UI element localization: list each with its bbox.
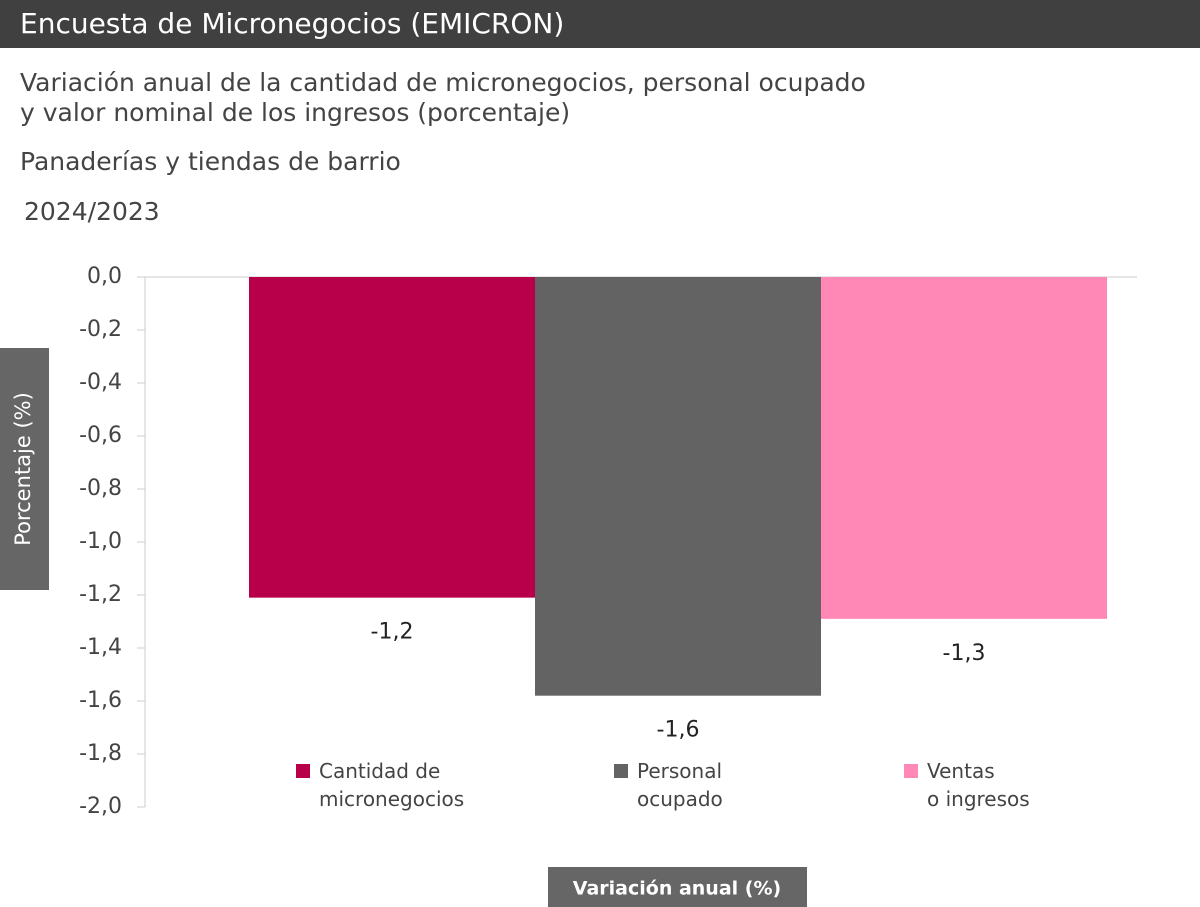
y-tick-label: -1,4 [79,635,122,660]
legend-label: Cantidad de micronegocios [319,759,465,811]
y-tick-label: -0,2 [79,317,122,342]
y-tick-label: -0,6 [79,423,122,448]
y-axis-label: Porcentaje (%) [11,392,35,546]
x-label-box [548,867,807,907]
y-tick-label: -1,8 [79,741,122,766]
chart-title: Variación anual de la cantidad de micron… [20,68,866,127]
y-tick-label: -1,6 [79,688,122,713]
chart-period: 2024/2023 [24,197,160,226]
bar [249,277,535,598]
x-axis-label: Variación anual (%) [573,878,781,900]
y-label-box [0,348,49,590]
value-label: -1,6 [657,718,700,743]
y-tick-label: 0,0 [87,264,122,289]
legend-label: Ventas o ingresos [927,759,1030,811]
legend-swatch [296,764,310,778]
chart-subtitle: Panaderías y tiendas de barrio [20,147,401,176]
legend-label: Personal ocupado [637,759,723,811]
legend-swatch [904,764,918,778]
bar [821,277,1107,619]
value-label: -1,2 [371,620,414,645]
value-label: -1,3 [943,641,986,666]
y-tick-label: -1,0 [79,529,122,554]
y-tick-label: -2,0 [79,794,122,819]
y-tick-label: -1,2 [79,582,122,607]
bar [535,277,821,696]
y-tick-label: -0,4 [79,370,122,395]
legend-swatch [614,764,628,778]
y-tick-label: -0,8 [79,476,122,501]
header-title: Encuesta de Micronegocios (EMICRON) [0,0,1200,48]
